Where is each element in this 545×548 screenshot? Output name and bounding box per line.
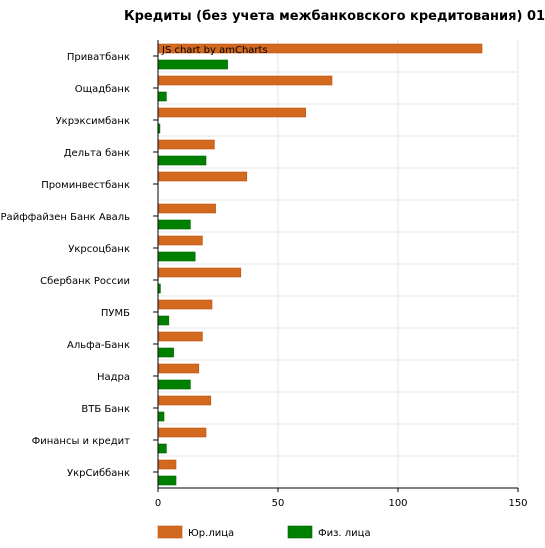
category-label: Укрэксимбанк	[56, 116, 130, 127]
bar-individual	[157, 443, 167, 454]
bar-individual	[157, 347, 174, 358]
bar-legal	[157, 107, 306, 118]
bar-individual	[157, 315, 170, 326]
legend: Юр.лица Физ. лица	[157, 525, 371, 539]
category-label: Ощадбанк	[75, 84, 130, 95]
category-label: ПУМБ	[101, 308, 130, 319]
x-tick-label: 150	[508, 498, 527, 509]
category-label: ВТБ Банк	[81, 404, 130, 415]
bar-individual	[157, 411, 165, 422]
bar-legal	[157, 427, 207, 438]
grid	[158, 40, 519, 488]
bar-legal	[157, 299, 213, 310]
category-label: Укрсоцбанк	[68, 244, 130, 255]
bar-legal	[157, 139, 215, 150]
legend-swatch-legal	[157, 525, 183, 539]
bar-individual	[157, 59, 228, 70]
bar-legal	[157, 75, 333, 86]
category-label: Альфа-Банк	[67, 340, 130, 351]
legend-swatch-individual	[287, 525, 313, 539]
category-label: Проминвестбанк	[41, 180, 130, 191]
bar-legal	[157, 203, 216, 214]
category-label: Приватбанк	[67, 52, 130, 63]
category-label: Дельта банк	[64, 148, 130, 159]
bar-legal	[157, 331, 203, 342]
legend-label: Физ. лица	[318, 528, 371, 539]
x-tick-label: 50	[272, 498, 285, 509]
category-label: УкрСиббанк	[67, 468, 130, 479]
category-label: Финансы и кредит	[32, 436, 131, 447]
x-tick-label: 0	[155, 498, 161, 509]
bar-legal	[157, 267, 242, 278]
bar-legal	[157, 363, 200, 374]
bar-individual	[157, 219, 191, 230]
category-label: Сбербанк России	[40, 276, 130, 287]
bar-individual	[157, 155, 207, 166]
bar-individual	[157, 91, 167, 102]
bar-individual	[157, 475, 177, 486]
bar-legal	[157, 235, 203, 246]
category-label: Райффайзен Банк Аваль	[1, 212, 131, 223]
category-label: Надра	[97, 372, 130, 383]
bar-legal	[157, 171, 248, 182]
bar-legal	[157, 459, 177, 470]
watermark: JS chart by amCharts	[161, 45, 268, 56]
bar-legal	[157, 395, 212, 406]
axes: Приватбанк Ощадбанк Укрэксимбанк Дельта бан…	[1, 40, 528, 509]
bar-individual	[157, 251, 196, 262]
bars	[157, 43, 483, 486]
x-tick-label: 100	[388, 498, 407, 509]
bar-individual	[157, 379, 191, 390]
legend-label: Юр.лица	[188, 528, 234, 539]
chart-title: Кредиты (без учета межбанковского кредит…	[124, 9, 545, 24]
